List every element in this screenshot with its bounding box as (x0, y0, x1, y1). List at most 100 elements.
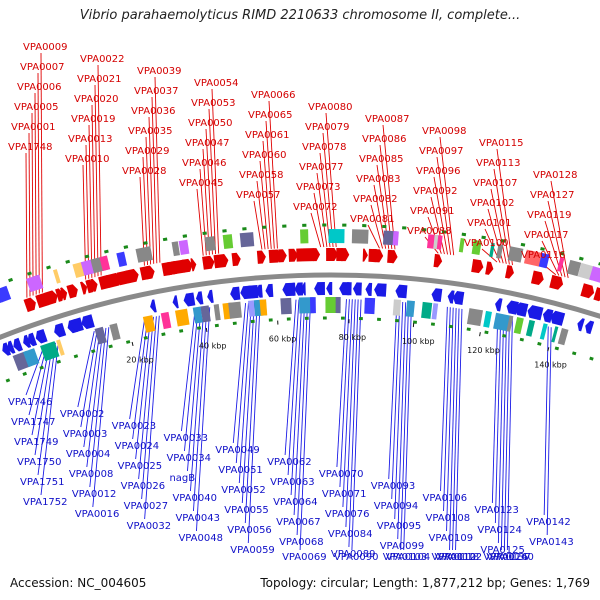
gene-label: VPA0002 (60, 409, 105, 420)
leader-line (500, 316, 508, 551)
gene-label: VPA0005 (14, 102, 59, 113)
leader-line (310, 212, 322, 248)
gene-label: VPA0001 (11, 122, 56, 133)
gene-label: VPA0063 (270, 477, 315, 488)
gene-label: VPA0094 (374, 501, 419, 512)
feature-block (40, 341, 60, 362)
feature-block (23, 348, 40, 368)
gene-label: VPA0024 (115, 441, 160, 452)
reverse-gene-arrow (452, 291, 465, 305)
tick-mark (540, 247, 545, 251)
reverse-gene-arrow (535, 306, 544, 321)
leader-line (208, 108, 217, 255)
leader-line (138, 316, 154, 480)
leader-line (28, 132, 31, 297)
reverse-gene-arrow (27, 332, 38, 347)
gene-label: VPA0101 (467, 218, 512, 229)
gene-label: VPA0110 (432, 552, 477, 563)
leader-line (86, 328, 104, 468)
tick-mark (5, 378, 11, 383)
gene-label: VPA0125 (480, 545, 525, 556)
feature-block (351, 229, 369, 244)
feature-block (32, 274, 44, 290)
gene-label: VPA1748 (8, 142, 53, 153)
reverse-gene-arrow (495, 298, 503, 312)
reverse-gene-arrow (352, 282, 362, 296)
reverse-gene-arrow (183, 292, 196, 307)
gene-label: VPA0004 (66, 449, 111, 460)
feature-block (556, 257, 565, 272)
reverse-gene-arrow (7, 340, 16, 354)
gene-label: VPA0077 (299, 162, 344, 173)
leader-line (319, 152, 331, 248)
reverse-gene-arrow (515, 302, 529, 317)
leader-line (345, 299, 356, 528)
tick-mark (519, 337, 524, 342)
leader-line (443, 307, 451, 512)
leader-line (506, 318, 513, 551)
gene-label: VPA0124 (477, 525, 522, 536)
leader-line (148, 116, 155, 264)
forward-gene-arrow (202, 255, 215, 270)
leader-line (316, 172, 328, 248)
gene-label: VPA1746 (8, 397, 53, 408)
feature-block (116, 251, 128, 267)
tick-mark (182, 234, 188, 238)
gene-label: VPA0137 (486, 552, 531, 563)
gene-label: VPA0103 (383, 552, 428, 563)
leader-line (325, 112, 337, 248)
tick-mark (589, 356, 594, 361)
forward-gene-arrow (471, 259, 484, 274)
gene-label: VPA0128 (533, 170, 578, 181)
leader-line (439, 136, 455, 256)
reverse-gene-arrow (71, 317, 84, 332)
gene-labels: VPA1748 VPA0001 VPA0005 VPA0006 VPA0007 VPA00… (8, 42, 578, 563)
gene-label: VPA0090 (334, 552, 379, 563)
gene-label: VPA0078 (302, 142, 347, 153)
feature-block (566, 259, 582, 277)
scale-ticks (5, 223, 600, 383)
kbp-label: 60 kbp (269, 335, 297, 344)
gene-label: VPA1749 (14, 437, 59, 448)
feature-block (489, 242, 495, 258)
feature-block (557, 328, 569, 346)
reverse-gene-arrow (81, 314, 95, 330)
gene-label: VPA0051 (218, 465, 263, 476)
gene-label: VPA0057 (236, 190, 281, 201)
leader-line (370, 204, 384, 249)
leader-line (145, 136, 152, 265)
gene-label: nagB (169, 473, 195, 484)
tick-mark (161, 332, 166, 337)
gene-label: VPA0081 (350, 214, 395, 225)
leader-line (452, 308, 460, 551)
leader-line (382, 124, 396, 250)
feature-block (507, 246, 524, 263)
tick-mark (502, 333, 507, 338)
leader-line (196, 188, 204, 256)
forward-gene-arrow (504, 265, 514, 279)
gene-label: VPA0068 (279, 537, 324, 548)
feature-block (309, 297, 316, 314)
gene-label: VPA0010 (65, 154, 110, 165)
feature-block (178, 239, 190, 255)
gene-label: VPA0003 (63, 429, 108, 440)
forward-gene-arrow (278, 249, 287, 263)
leader-line (256, 180, 266, 250)
gene-label: VPA0034 (166, 453, 211, 464)
reverse-gene-arrow (343, 282, 350, 296)
gene-label: VPA0073 (296, 182, 341, 193)
leader-line (546, 327, 552, 536)
tick-mark (571, 351, 577, 356)
gene-label: VPA0016 (75, 509, 120, 520)
gene-label: VPA0054 (194, 78, 239, 89)
tick-mark (27, 271, 32, 276)
gene-label: VPA0021 (77, 74, 122, 85)
tick-mark (73, 354, 79, 359)
gene-label: VPA0019 (71, 114, 116, 125)
gene-label: VPA0089 (331, 549, 376, 560)
reverse-gene-arrow (207, 289, 214, 303)
tick-mark (91, 349, 96, 354)
leader-line (430, 196, 445, 255)
leader-line (336, 299, 347, 468)
feature-block (160, 311, 172, 330)
